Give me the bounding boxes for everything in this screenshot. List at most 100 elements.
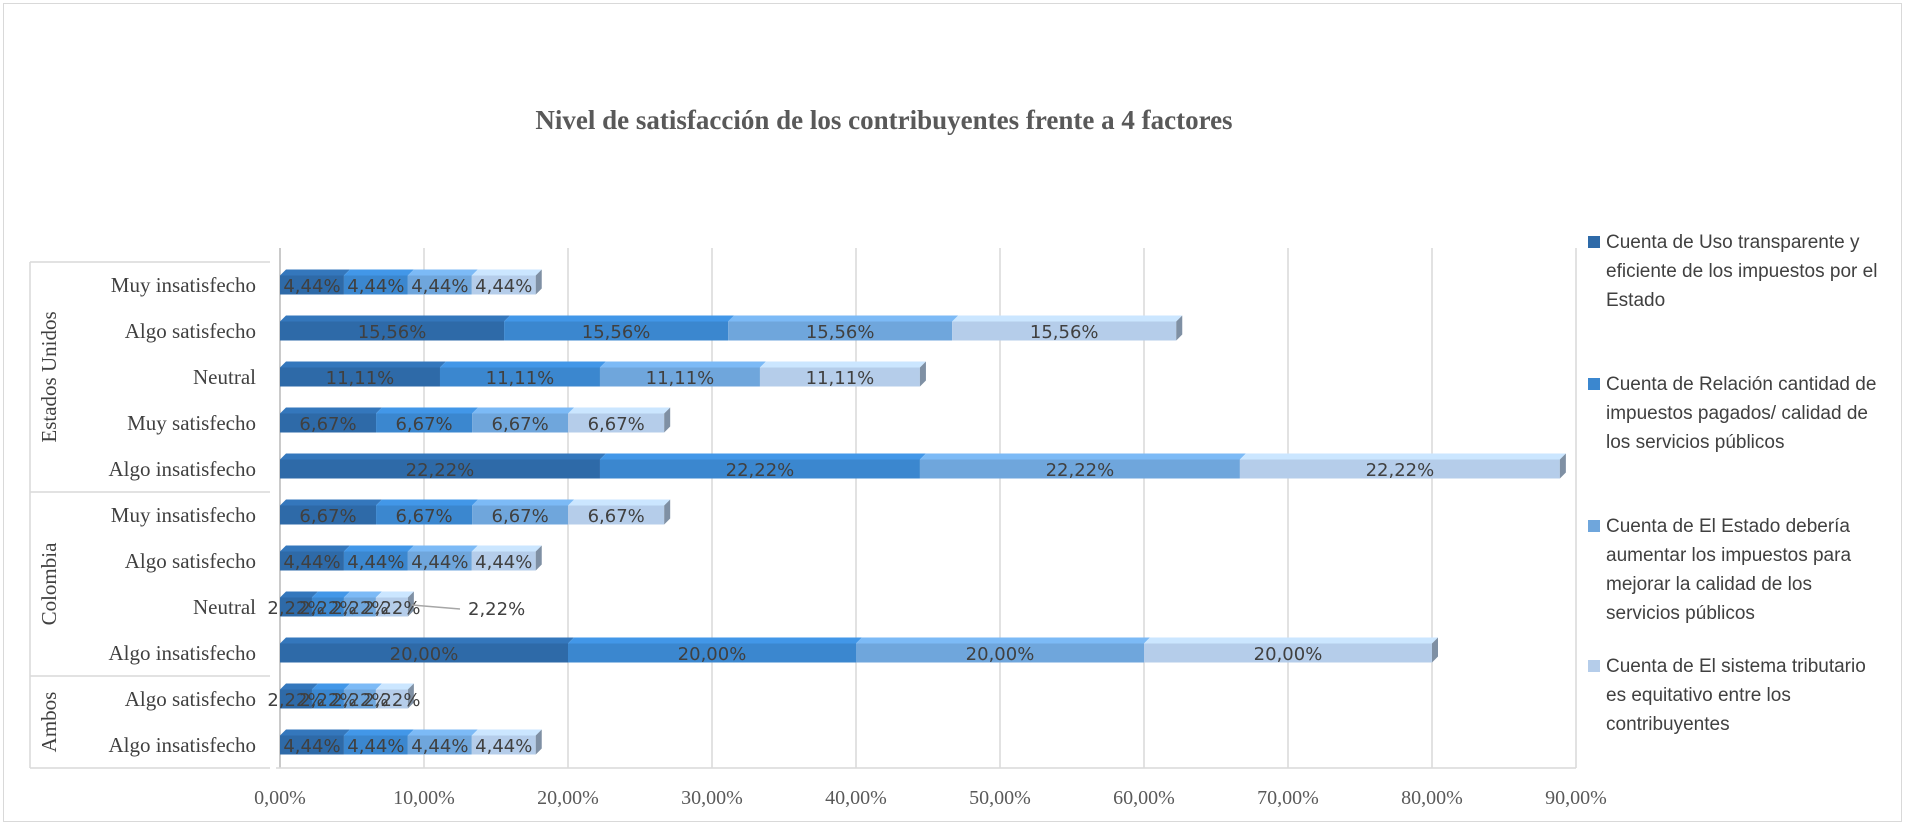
data-label: 11,11% [326,368,395,389]
bar-segment [343,275,408,295]
data-label: 6,67% [299,414,356,435]
group-label: Ambos [37,692,61,753]
bar-top-face [376,499,479,506]
category-label: Neutral [193,595,256,619]
bar-top-face [568,407,671,414]
bar-side-face [1176,315,1183,341]
bar-segment [375,597,408,617]
bar-top-face [280,315,511,322]
bar-segment [504,321,729,341]
data-label: 2,22% [299,598,356,619]
data-label: 4,44% [475,552,532,573]
bar-segment [280,321,505,341]
bar-segment [407,551,472,571]
bar-top-face [311,591,350,598]
data-label: 6,67% [492,506,549,527]
bar-segment [280,275,344,295]
bar-segment [471,551,536,571]
data-label: 6,67% [588,414,645,435]
bar-top-face [280,499,383,506]
x-tick-label: 0,00% [254,787,306,809]
bar-segment [439,367,600,387]
category-label: Muy insatisfecho [111,273,256,297]
group-label: Estados Unidos [37,311,61,442]
bar-top-face [375,591,414,598]
bar-top-face [952,315,1183,322]
x-tick-label: 40,00% [825,787,887,809]
data-label: 2,22% [267,598,324,619]
data-label: 4,44% [283,276,340,297]
bar-top-face [568,637,862,644]
bar-segment [375,689,408,709]
data-label: 6,67% [299,506,356,527]
x-tick-label: 90,00% [1545,787,1607,809]
bar-segment [471,275,536,295]
bar-segment [343,735,408,755]
data-label: 22,22% [1046,460,1115,481]
bar-top-face [280,683,318,690]
bar-top-face [472,407,575,414]
bar-side-face [1559,453,1566,479]
bar-segment [280,551,344,571]
bar-segment [311,597,344,617]
category-label: Algo satisfecho [125,549,256,573]
x-tick-label: 50,00% [969,787,1031,809]
bar-segment [471,735,536,755]
bar-top-face [439,361,606,368]
bar-top-face [280,545,350,552]
bar-top-face [280,637,574,644]
data-label: 20,00% [1254,644,1323,665]
bar-segment [280,413,377,433]
data-label: 2,22% [267,690,324,711]
data-label: 4,44% [475,276,532,297]
bar-top-face [568,499,671,506]
bar-top-face [471,729,542,736]
legend-swatch [1588,660,1600,672]
bar-segment [343,551,408,571]
data-label: 2,22% [299,690,356,711]
bar-segment [568,643,856,663]
category-label: Algo satisfecho [125,687,256,711]
bar-segment [407,735,472,755]
data-label: 22,22% [726,460,795,481]
bar-segment [280,735,344,755]
bar-top-face [1239,453,1566,460]
bar-top-face [280,591,318,598]
data-label: 22,22% [1366,460,1435,481]
bar-segment [280,505,377,525]
legend-label: Cuenta de Uso transparente y eficiente d… [1606,232,1878,311]
bar-top-face [471,269,542,276]
data-label: 20,00% [678,644,747,665]
bar-top-face [343,591,382,598]
bar-top-face [407,729,478,736]
bar-top-face [376,407,479,414]
bar-top-face [343,683,382,690]
bar-top-face [919,453,1246,460]
x-tick-label: 80,00% [1401,787,1463,809]
data-label: 6,67% [588,506,645,527]
data-label: 15,56% [806,322,875,343]
bar-segment [376,413,473,433]
bar-top-face [280,269,350,276]
bar-segment [759,367,920,387]
legend-label: Cuenta de El Estado debería aumentar los… [1606,516,1852,624]
bar-side-face [407,591,414,617]
bar-segment [856,643,1144,663]
x-tick-label: 10,00% [393,787,455,809]
bar-segment [1239,459,1560,479]
bar-top-face [504,315,735,322]
data-label: 2,22% [363,598,420,619]
bar-side-face [1432,637,1438,663]
bar-segment [919,459,1240,479]
category-label: Algo insatisfecho [108,733,256,757]
data-label: 4,44% [411,552,468,573]
x-tick-label: 60,00% [1113,787,1175,809]
data-label: 22,22% [406,460,475,481]
data-label: 6,67% [492,414,549,435]
data-label: 2,22% [331,598,388,619]
data-label: 4,44% [283,736,340,757]
data-label: 6,67% [395,414,452,435]
data-label: 15,56% [358,322,427,343]
bar-top-face [728,315,959,322]
bar-segment [280,459,600,479]
